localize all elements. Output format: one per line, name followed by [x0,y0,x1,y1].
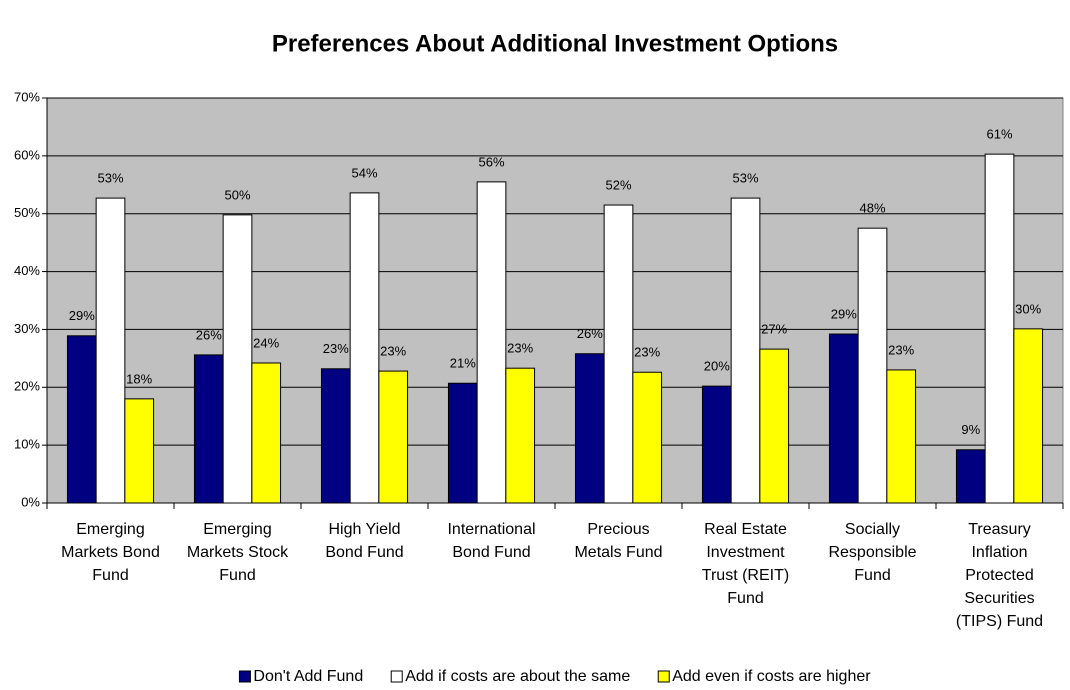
bar [124,398,155,504]
value-label: 29% [69,308,95,323]
x-tick-label-line: Responsible [828,544,916,561]
x-tick-label-line: Emerging [76,521,144,538]
bar [730,197,761,504]
x-tick-label-line: Emerging [203,521,271,538]
bar [1013,328,1044,504]
legend-swatch [238,670,251,683]
value-label: 23% [634,345,660,360]
x-tick-label-line: Real Estate [704,521,787,538]
bar [574,353,605,504]
bar [251,362,282,504]
x-tick-label: Socially Responsible Fund [828,521,916,584]
legend-swatch [657,670,670,683]
value-label: 26% [196,327,222,342]
bar [66,335,97,504]
value-label: 53% [732,171,758,186]
value-label: 24% [253,335,279,350]
x-tick-label-line: Socially [845,521,900,538]
x-tick-label-line: Fund [92,567,128,584]
x-tick-label: Treasury Inflation Protected Securities (TIP… [956,521,1043,630]
value-label: 21% [450,356,476,371]
value-label: 56% [478,154,504,169]
y-tick-label: 60% [14,147,40,162]
x-tick-label-line: Bond Fund [325,544,403,561]
bar [603,204,634,504]
x-tick-label: High Yield Bond Fund [325,521,403,561]
value-label: 23% [380,344,406,359]
x-tick-label-line: Markets Stock [187,544,289,561]
legend-label: Don't Add Fund [253,668,363,685]
bar [95,197,126,504]
value-label: 20% [704,359,730,374]
bar [857,227,888,504]
value-label: 52% [605,177,631,192]
value-label: 26% [577,326,603,341]
x-tick-label-line: High Yield [328,521,400,538]
value-label: 54% [351,165,377,180]
x-tick-label-line: (TIPS) Fund [956,613,1043,630]
value-label: 23% [323,341,349,356]
x-tick-label-line: Metals Fund [574,544,662,561]
y-tick-label: 50% [14,205,40,220]
x-tick-label-line: Fund [727,590,763,607]
x-tick-label-line: Inflation [971,544,1027,561]
y-tick-label: 20% [14,379,40,394]
x-tick-label: Emerging Markets Stock Fund [187,521,289,584]
y-tick-label: 40% [14,263,40,278]
bar [349,192,380,504]
x-tick-label-line: Fund [219,567,255,584]
x-tick-label: Precious Metals Fund [574,521,662,561]
x-tick-label-line: Investment [706,544,785,561]
y-tick-label: 0% [21,494,40,509]
x-tick-label-line: Fund [854,567,890,584]
chart-title: Preferences About Additional Investment … [272,30,838,57]
y-tick-label: 70% [14,89,40,104]
value-label: 48% [859,201,885,216]
value-label: 29% [831,306,857,321]
x-tick-label-line: Trust (REIT) [702,567,789,584]
bar [193,354,224,504]
value-label: 27% [761,322,787,337]
value-label: 50% [224,187,250,202]
legend: Don't Add Fund Add if costs are about the… [238,668,871,685]
value-label: 23% [507,341,533,356]
y-tick-label: 10% [14,437,40,452]
x-tick-label: Real Estate Investment Trust (REIT) Fund [702,521,789,607]
x-tick-label-line: Precious [587,521,649,538]
bar [828,333,859,504]
value-label: 23% [888,342,914,357]
x-tick-label-line: Markets Bond [61,544,160,561]
bar [701,385,732,504]
bar [886,369,917,504]
legend-label: Add even if costs are higher [672,668,871,685]
bar [222,214,253,504]
bar [955,449,986,504]
legend-swatch [390,670,403,683]
x-tick-label-line: International [447,521,535,538]
bar [505,367,536,504]
x-tick-label: International Bond Fund [447,521,535,561]
legend-label: Add if costs are about the same [405,668,630,685]
value-label: 53% [97,171,123,186]
value-label: 9% [961,422,980,437]
x-tick-label-line: Protected [965,567,1033,584]
x-tick-label-line: Treasury [968,521,1031,538]
bar [320,368,351,504]
bar [476,181,507,504]
value-label: 30% [1015,301,1041,316]
y-tick-label: 30% [14,321,40,336]
x-tick-label: Emerging Markets Bond Fund [61,521,160,584]
bar [984,153,1015,504]
x-tick-label-line: Securities [964,590,1034,607]
bar [759,348,790,504]
bar [447,382,478,504]
value-label: 18% [126,371,152,386]
value-label: 61% [986,127,1012,142]
bar [378,370,409,504]
bar [632,371,663,504]
x-tick-label-line: Bond Fund [452,544,530,561]
